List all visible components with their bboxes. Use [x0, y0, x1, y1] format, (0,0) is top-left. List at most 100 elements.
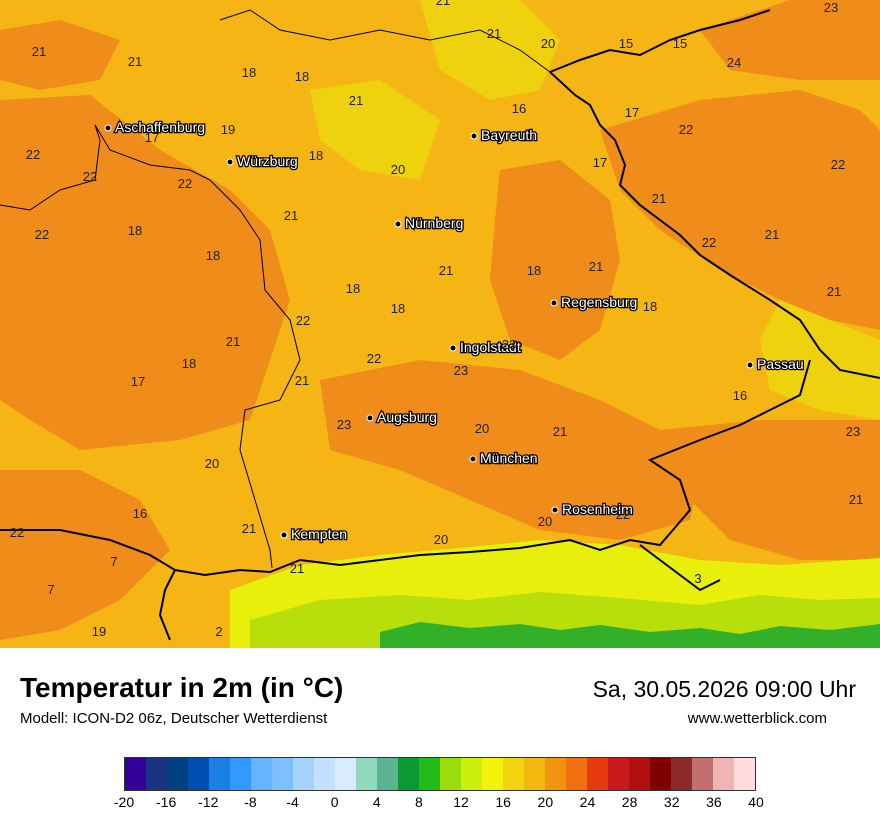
colorbar-segment [335, 758, 356, 790]
city-marker-rosenheim [551, 506, 559, 514]
colorbar-segment [482, 758, 503, 790]
temperature-value: 21 [290, 561, 304, 576]
temperature-value: 24 [727, 55, 741, 70]
colorbar-tick-label: -12 [198, 794, 219, 810]
colorbar-segment [692, 758, 713, 790]
colorbar-segment [125, 758, 146, 790]
temperature-value: 18 [206, 248, 220, 263]
temperature-value: 17 [131, 374, 145, 389]
colorbar-segment [461, 758, 482, 790]
colorbar-tick-label: 36 [706, 794, 722, 810]
city-label-wuerzburg: Würzburg [237, 153, 298, 169]
colorbar-tick-label: 0 [330, 794, 339, 810]
colorbar-segment [272, 758, 293, 790]
city-label-nuernberg: Nürnberg [405, 215, 463, 231]
temperature-value: 2 [215, 624, 222, 639]
temperature-value: 20 [475, 421, 489, 436]
temperature-value: 22 [679, 122, 693, 137]
colorbar-tick-label: 4 [372, 794, 381, 810]
city-marker-kempten [280, 531, 288, 539]
temperature-value: 18 [527, 263, 541, 278]
city-label-aschaffenburg: Aschaffenburg [115, 119, 205, 135]
colorbar-segment [377, 758, 398, 790]
temperature-value: 18 [391, 301, 405, 316]
country-borders [0, 9, 880, 641]
colorbar-segment [503, 758, 524, 790]
temperature-value: 18 [346, 281, 360, 296]
colorbar-segment [209, 758, 230, 790]
temperature-value: 21 [487, 26, 501, 41]
temperature-value: 22 [83, 169, 97, 184]
colorbar-segment [608, 758, 629, 790]
border-czech [549, 71, 880, 379]
temperature-value: 22 [702, 235, 716, 250]
cities-layer: Aschaffenburg Würzburg Bayreuth Nürnberg Reg… [104, 118, 805, 543]
colorbar-segment [230, 758, 251, 790]
city-marker-aschaffenburg [104, 124, 112, 132]
warm-zones [0, 0, 880, 640]
temperature-value: 23 [824, 0, 838, 15]
colorbar-segment [293, 758, 314, 790]
colorbar-tick-label: 20 [537, 794, 554, 810]
colorbar-segment [566, 758, 587, 790]
temperature-value: 18 [242, 65, 256, 80]
temperature-value: 22 [367, 351, 381, 366]
temperature-value: 20 [205, 456, 219, 471]
colorbar-tick-label: -8 [244, 794, 257, 810]
warm-zone-west [0, 95, 290, 450]
temperature-colorbar [124, 757, 756, 791]
city-label-ingolstadt: Ingolstadt [460, 339, 521, 355]
colorbar-segment [356, 758, 377, 790]
warm-zone-northeast [600, 90, 880, 330]
colorbar-segment [671, 758, 692, 790]
warm-zone-northwest [0, 20, 120, 90]
city-marker-ingolstadt [449, 344, 457, 352]
map-title: Temperatur in 2m (in °C) [20, 672, 344, 703]
colorbar-tick-label: -20 [113, 794, 135, 810]
temperature-value: 21 [827, 284, 841, 299]
colorbar-segment [314, 758, 335, 790]
temperature-value: 22 [26, 147, 40, 162]
temperature-value: 21 [284, 208, 298, 223]
temperature-value: 20 [391, 162, 405, 177]
border-austria-south [639, 544, 721, 592]
colorbar-segment [734, 758, 755, 790]
city-marker-bayreuth [470, 132, 478, 140]
colorbar-tick-label: 40 [748, 794, 764, 810]
colorbar-segment [650, 758, 671, 790]
temperature-value: 21 [849, 492, 863, 507]
colorbar-segment [440, 758, 461, 790]
temperature-value: 19 [92, 624, 106, 639]
colorbar-tick-label: 16 [495, 794, 511, 810]
temperature-value: 18 [643, 299, 657, 314]
forecast-datetime: Sa, 30.05.2026 09:00 Uhr [592, 676, 856, 702]
temperature-value: 17 [625, 105, 639, 120]
temperature-value: 19 [221, 122, 235, 137]
temperature-value: 16 [733, 388, 747, 403]
temperature-value: 23 [846, 424, 860, 439]
temperature-value: 21 [436, 0, 450, 8]
border-austria [299, 359, 811, 567]
temperature-value: 22 [10, 525, 24, 540]
cool-zone-center [310, 80, 440, 180]
temperature-value: 18 [182, 356, 196, 371]
colorbar-segment [167, 758, 188, 790]
cool-zones [310, 0, 880, 420]
temperature-value: 20 [538, 514, 552, 529]
city-marker-wuerzburg [226, 158, 234, 166]
city-label-bayreuth: Bayreuth [481, 127, 537, 143]
colorbar-tick-label: 12 [453, 794, 469, 810]
temperature-value: 21 [128, 54, 142, 69]
temperature-value: 16 [512, 101, 526, 116]
temperature-value: 21 [589, 259, 603, 274]
temperature-value: 16 [133, 506, 147, 521]
border-northwest-state [0, 124, 101, 211]
colorbar-segment [713, 758, 734, 790]
border-west-state [94, 124, 301, 569]
website-link[interactable]: www.wetterblick.com [687, 710, 827, 727]
colorbar-tick-label: 32 [663, 794, 680, 810]
temperature-value: 18 [309, 148, 323, 163]
temperature-value: 22 [35, 227, 49, 242]
temperature-value: 21 [439, 263, 453, 278]
